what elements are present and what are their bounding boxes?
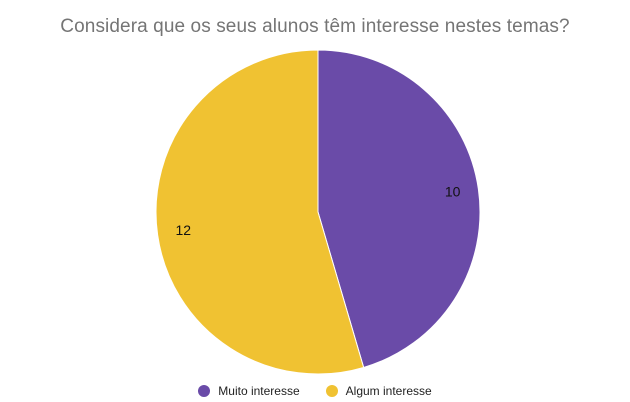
legend-swatch-algum-interesse xyxy=(325,385,338,397)
pie-slice-algum-interesse[interactable] xyxy=(155,49,365,375)
legend-label-muito-interesse: Muito interesse xyxy=(218,384,300,398)
legend-label-algum-interesse: Algum interesse xyxy=(345,384,432,398)
chart-title: Considera que os seus alunos têm interes… xyxy=(60,16,570,37)
legend-item-muito-interesse[interactable]: Muito interesse xyxy=(198,384,300,398)
legend-swatch-muito-interesse xyxy=(198,385,211,397)
data-label-muito-interesse: 10 xyxy=(445,183,461,199)
pie-slice-muito-interesse[interactable] xyxy=(317,49,481,369)
legend-item-algum-interesse[interactable]: Algum interesse xyxy=(325,384,432,398)
legend: Muito interesse Algum interesse xyxy=(0,384,630,398)
data-label-algum-interesse: 12 xyxy=(176,222,192,238)
